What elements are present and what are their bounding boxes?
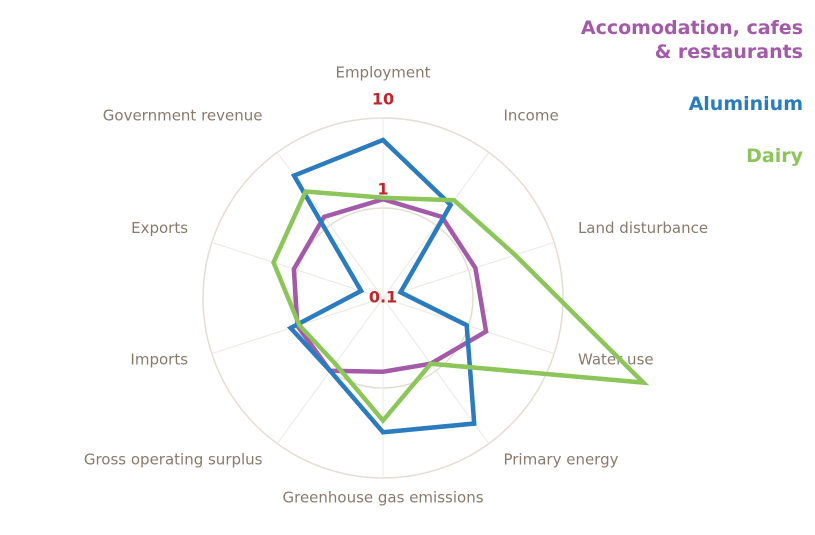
legend-entry: Aluminium — [688, 93, 803, 115]
series-line — [291, 196, 489, 375]
axis-label: Income — [503, 106, 558, 124]
axis-label: Primary energy — [503, 450, 618, 468]
axis-label: Water use — [578, 350, 654, 368]
series-line — [271, 189, 650, 425]
spoke — [211, 241, 384, 299]
spoke — [382, 241, 555, 299]
axis-label: Gross operating surplus — [84, 450, 263, 468]
axis-label: Government revenue — [103, 106, 263, 124]
legend: Accomodation, cafes & restaurants Alumini… — [563, 16, 803, 196]
axis-label: Employment — [335, 64, 430, 82]
tick-label: 0.1 — [369, 288, 397, 307]
axis-label: Exports — [131, 219, 188, 237]
spoke — [382, 152, 490, 299]
legend-entry: Dairy — [746, 145, 803, 167]
axis-label: Land disturbance — [578, 219, 708, 237]
axis-label: Imports — [130, 350, 188, 368]
tick-label: 1 — [377, 180, 388, 199]
legend-entry: Accomodation, cafes & restaurants — [580, 17, 803, 63]
tick-label: 10 — [372, 90, 394, 109]
spoke — [382, 297, 490, 444]
series-line — [286, 137, 477, 435]
axis-label: Greenhouse gas emissions — [282, 489, 483, 507]
